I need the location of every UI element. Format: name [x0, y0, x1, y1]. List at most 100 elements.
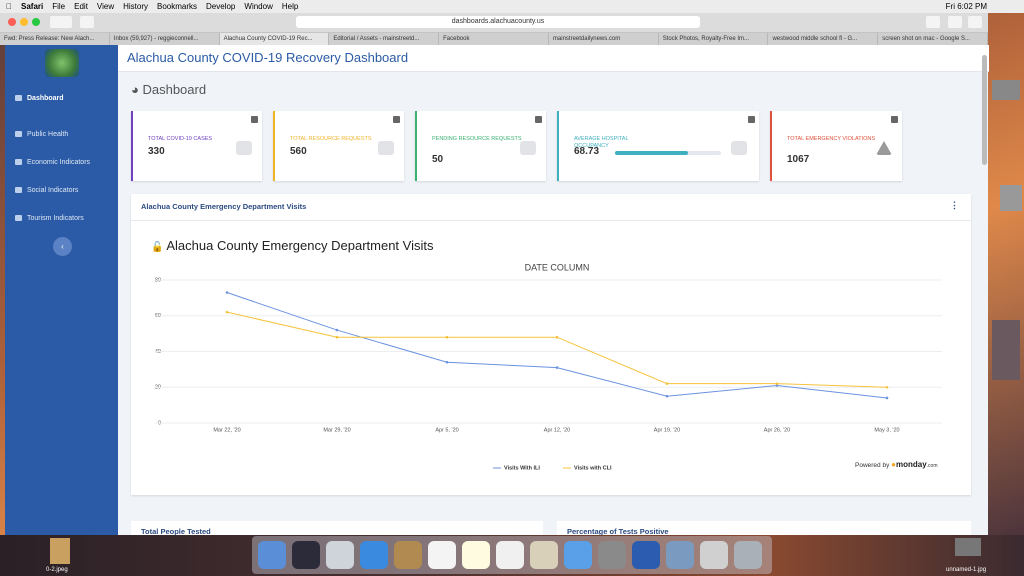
browser-tab[interactable]: Facebook [439, 33, 549, 45]
browser-tab[interactable]: Inbox (59,927) - reggieconnell... [110, 33, 220, 45]
app-menu[interactable]: Safari [15, 2, 43, 11]
legend-label: Visits With ILI [504, 465, 540, 471]
card-expand[interactable] [748, 116, 755, 123]
sidebar-item[interactable]: Economic Indicators [27, 159, 91, 166]
minimize-button[interactable] [20, 18, 28, 26]
series-point [445, 360, 449, 364]
menu-item[interactable]: File [46, 2, 65, 11]
chart-title: DATE COLUMN [525, 262, 590, 272]
card-expand[interactable] [393, 116, 400, 123]
lower-panel-title: Percentage of Tests Positive [567, 527, 669, 536]
share-button[interactable] [948, 16, 962, 28]
sidebar-item[interactable]: Public Health [27, 131, 69, 138]
x-tick-label: Apr 19, '20 [654, 427, 680, 433]
browser-tab[interactable]: Alachua County COVID-19 Rec... [219, 33, 330, 45]
browser-tab[interactable]: Stock Photos, Royalty-Free Im... [659, 33, 769, 45]
desktop-file-icon[interactable] [955, 538, 981, 556]
card-icon [876, 141, 892, 155]
menu-item[interactable]: Edit [68, 2, 88, 11]
series-line [226, 292, 888, 399]
dock-icon[interactable] [564, 541, 592, 569]
download-button[interactable] [926, 16, 940, 28]
dock-icon[interactable] [360, 541, 388, 569]
card-value: 68.73 [574, 146, 600, 157]
tabs-button[interactable] [968, 16, 982, 28]
card-label: TOTAL RESOURCE REQUESTS [290, 136, 372, 142]
browser-toolbar: dashboards.alachuacounty.us [0, 13, 988, 33]
desktop-file-icon[interactable] [992, 80, 1020, 100]
dock-icon[interactable] [496, 541, 524, 569]
county-logo [45, 49, 79, 77]
chart-heading-text: Alachua County Emergency Department Visi… [166, 238, 434, 253]
dock-icon[interactable] [394, 541, 422, 569]
dock-icon[interactable] [462, 541, 490, 569]
sidebar-icon [15, 95, 22, 101]
panel-menu[interactable]: ⋮ [950, 200, 959, 210]
menu-item[interactable]: Develop [200, 2, 235, 11]
desktop-file-icon[interactable] [1000, 185, 1022, 211]
clock[interactable]: Fri 6:02 PM [945, 2, 987, 11]
dock-icon[interactable] [734, 541, 762, 569]
browser-tab[interactable]: Editorial / Assets - mainstreetd... [329, 33, 440, 45]
browser-tab[interactable]: screen shot on mac - Google S... [878, 33, 989, 45]
dock-icon[interactable] [700, 541, 728, 569]
sidebar-item[interactable]: Dashboard [27, 95, 64, 102]
card-expand[interactable] [891, 116, 898, 123]
sidebar-item[interactable]: Tourism Indicators [27, 215, 84, 222]
dock-icon[interactable] [258, 541, 286, 569]
menu-item[interactable]: Bookmarks [151, 2, 197, 11]
desktop-file[interactable]: 0-2.jpeg [46, 567, 68, 573]
dock-icon[interactable] [666, 541, 694, 569]
series-point [885, 396, 889, 400]
dock-icon[interactable] [530, 541, 558, 569]
menu-item[interactable]: Help [275, 2, 298, 11]
collapse-button[interactable]: ‹ [53, 237, 72, 256]
card-value: 50 [432, 154, 444, 165]
legend-label: Visits with CLI [574, 465, 612, 471]
stat-card: TOTAL EMERGENCY VIOLATIONS 1067 [770, 111, 902, 181]
card-icon [378, 141, 394, 155]
dock-icon[interactable] [326, 541, 354, 569]
apple-menu[interactable]:  [6, 2, 12, 11]
card-icon [236, 141, 252, 155]
page-title: ◕ Dashboard [131, 82, 207, 97]
series-point [555, 366, 559, 369]
desktop-file-icon[interactable] [50, 538, 70, 564]
browser-tab[interactable]: Fwd: Press Release: New Alach... [0, 33, 110, 45]
stat-card: PENDING RESOURCE REQUESTS 50 [415, 111, 546, 181]
dock-icon[interactable] [598, 541, 626, 569]
sidebar-item[interactable]: Social Indicators [27, 187, 79, 194]
brand-name: monday [895, 460, 927, 469]
menu-item[interactable]: History [117, 2, 148, 11]
dock-icon[interactable] [428, 541, 456, 569]
series-point [775, 382, 779, 385]
x-tick-label: Mar 22, '20 [213, 427, 240, 433]
card-value: 330 [148, 146, 165, 157]
card-expand[interactable] [535, 116, 542, 123]
menu-item[interactable]: View [90, 2, 114, 11]
card-icon [731, 141, 747, 155]
desktop-file-icon[interactable] [992, 320, 1020, 380]
card-expand[interactable] [251, 116, 258, 123]
close-button[interactable] [8, 18, 16, 26]
menu-item[interactable]: Window [238, 2, 272, 11]
zoom-button[interactable] [32, 18, 40, 26]
page-title-text: Dashboard [142, 82, 207, 97]
dock-icon[interactable] [292, 541, 320, 569]
desktop-file[interactable]: unnamed-1.jpg [946, 567, 987, 573]
sidebar-button[interactable] [80, 16, 94, 28]
scrollbar[interactable] [982, 55, 987, 165]
main-content: Alachua County COVID-19 Recovery Dashboa… [118, 45, 989, 541]
menu-bar: SafariFileEditViewHistoryBookmarksDevel… [0, 0, 1024, 13]
series-point [665, 382, 669, 385]
series-point [335, 335, 339, 339]
dock-icon[interactable] [632, 541, 660, 569]
panel-divider [131, 220, 971, 221]
nav-buttons[interactable] [50, 16, 72, 28]
browser-tab[interactable]: mainstreetdailynews.com [549, 33, 659, 45]
browser-tab[interactable]: westwood middle school fl - G... [768, 33, 879, 45]
series-point [555, 335, 559, 339]
address-bar[interactable]: dashboards.alachuacounty.us [296, 16, 700, 28]
